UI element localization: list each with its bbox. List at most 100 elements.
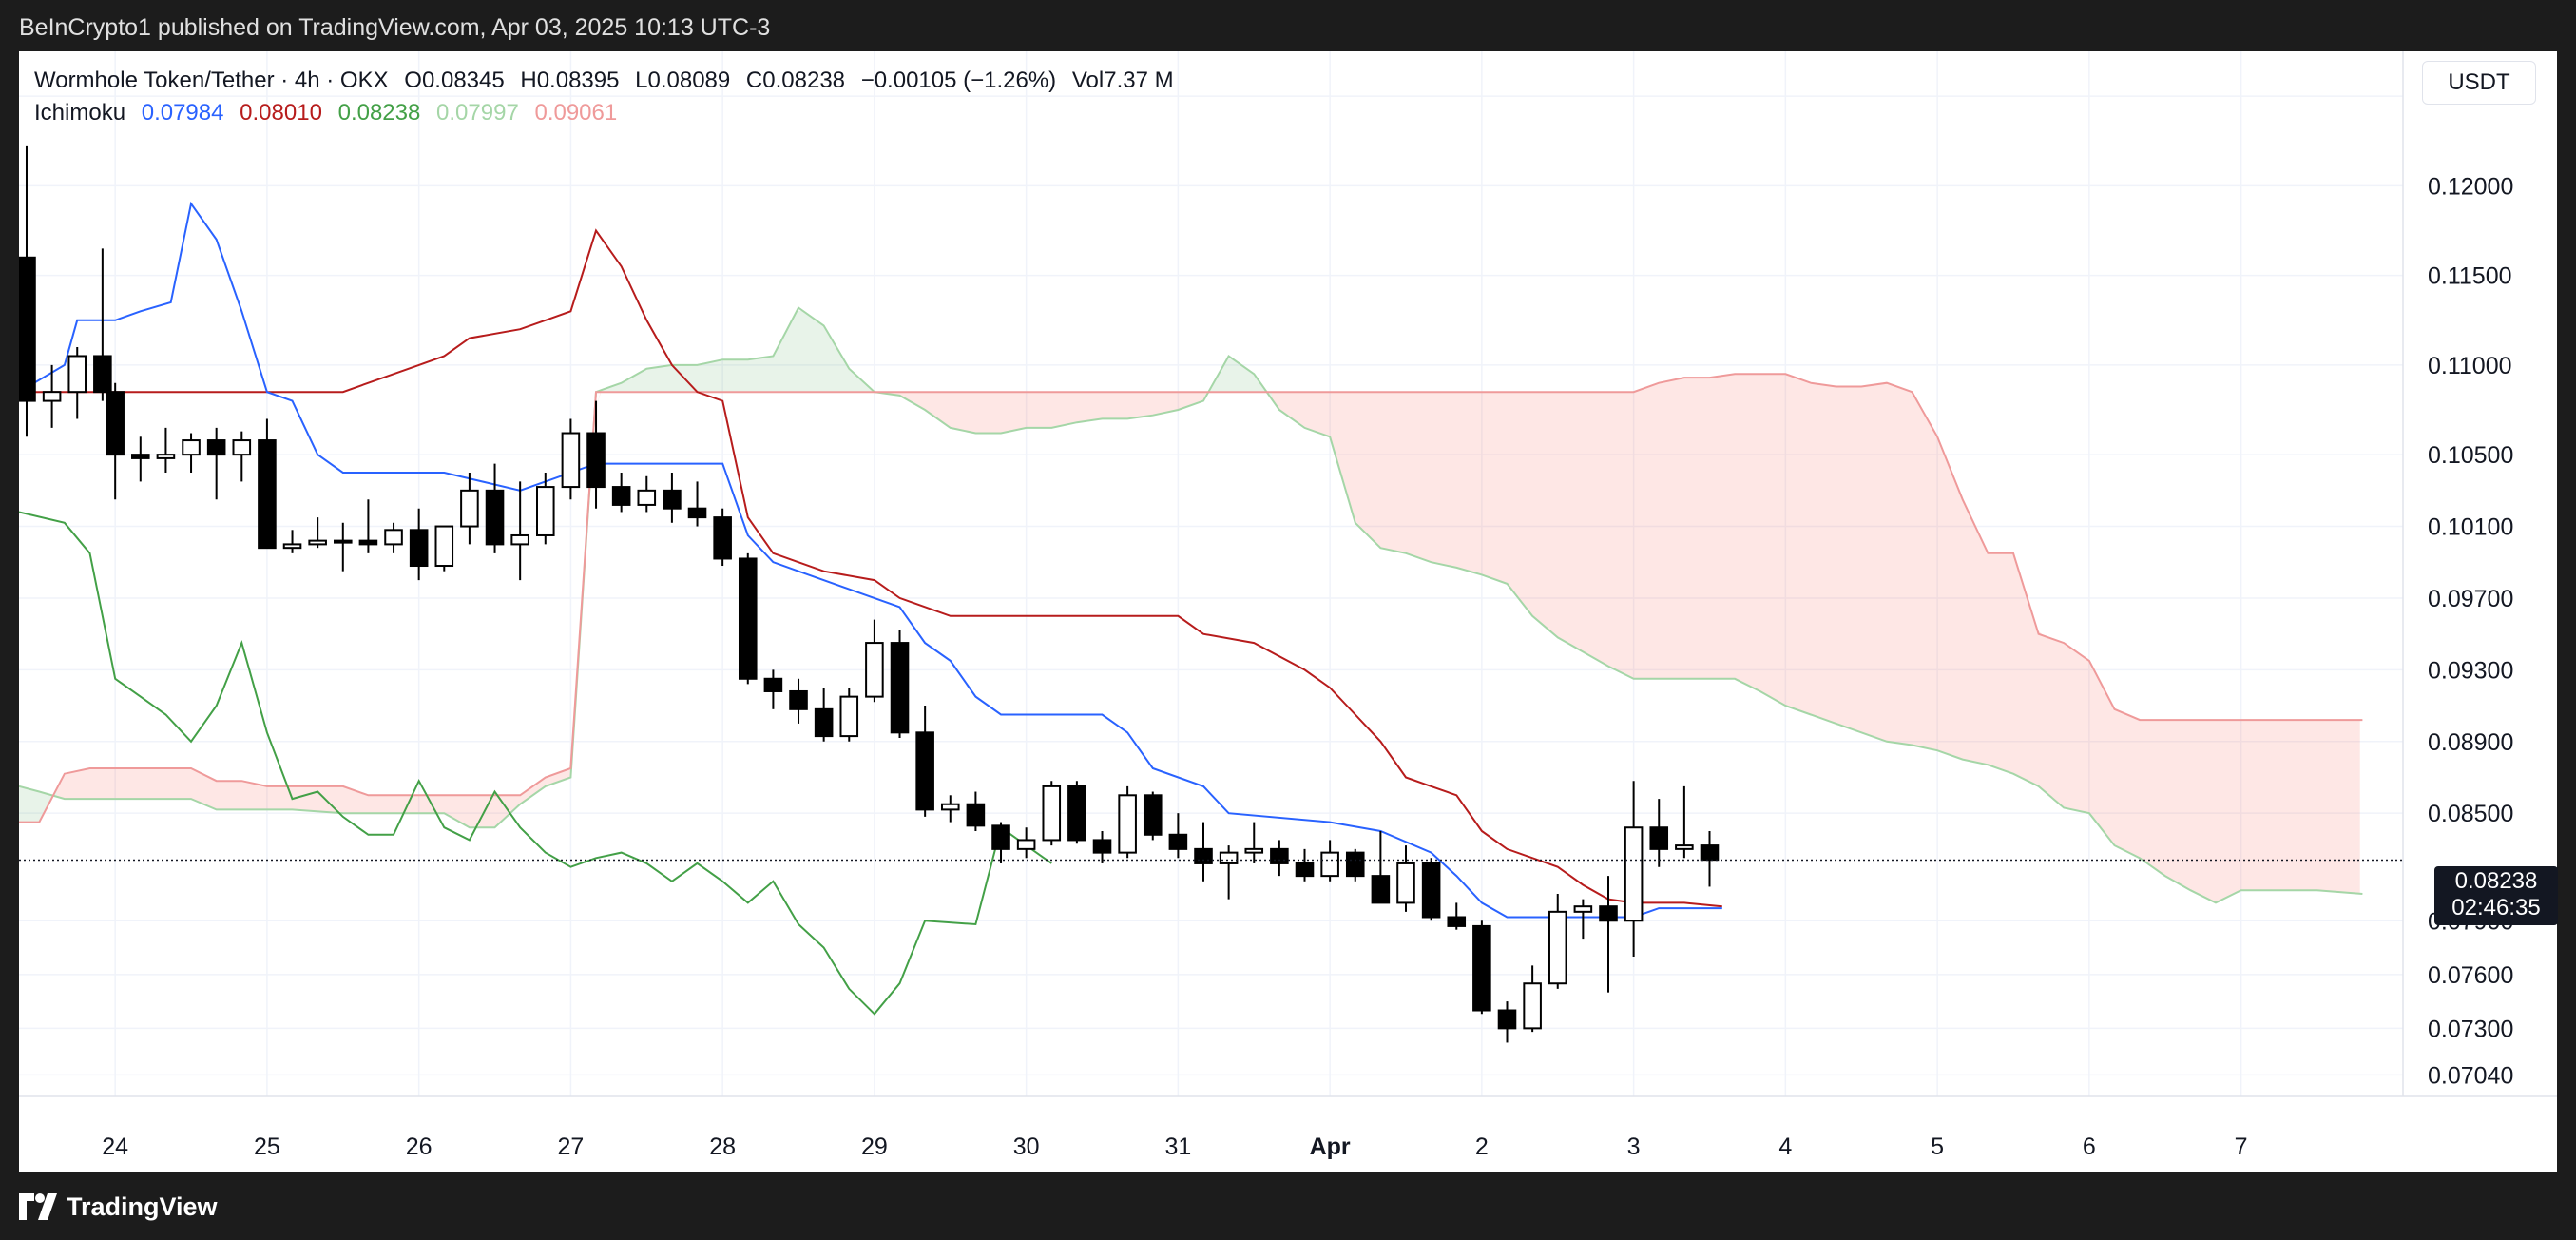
bullish-candle xyxy=(182,439,201,456)
indicator-lagging-value: 0.08238 xyxy=(337,100,421,126)
bullish-cloud-area xyxy=(601,310,880,393)
last-price-value: 0.08238 xyxy=(2454,868,2538,894)
low-value: L0.08089 xyxy=(635,68,731,93)
last-price-tag: 0.08238 02:46:35 xyxy=(2434,866,2558,925)
bearish-candle xyxy=(763,677,783,692)
ichimoku-lines xyxy=(19,201,2363,1016)
bullish-candle xyxy=(1219,851,1239,864)
indicator-base-value: 0.08010 xyxy=(240,100,322,126)
price-tick-label: 0.10500 xyxy=(2428,442,2513,469)
time-tick-label: 2 xyxy=(1475,1133,1489,1160)
bearish-candle xyxy=(409,529,429,568)
price-chart[interactable]: 0.125000.120000.115000.110000.105000.101… xyxy=(19,51,2557,1172)
conversion-line xyxy=(19,201,1722,919)
change-value: −0.00105 (−1.26%) xyxy=(860,68,1057,93)
indicator-name[interactable]: Ichimoku xyxy=(34,100,126,126)
bearish-candle xyxy=(713,516,732,560)
bullish-candle xyxy=(865,642,884,698)
time-tick-label: 25 xyxy=(254,1133,280,1160)
chart-legend: Wormhole Token/Tether · 4h · OKX O0.0834… xyxy=(34,65,1174,129)
bearish-candle xyxy=(1599,905,1618,922)
high-value: H0.08395 xyxy=(520,68,620,93)
price-tick-label: 0.10100 xyxy=(2428,514,2513,541)
bullish-candle xyxy=(282,543,302,550)
time-tick-label: 27 xyxy=(558,1133,585,1160)
bullish-candle xyxy=(156,454,176,459)
close-value: C0.08238 xyxy=(745,68,846,93)
bullish-candle xyxy=(1548,910,1567,985)
publish-info: BeInCrypto1 published on TradingView.com… xyxy=(19,14,771,41)
bearish-candle xyxy=(1447,916,1467,927)
bullish-candle xyxy=(1244,847,1264,854)
bearish-cloud-area xyxy=(56,390,602,828)
indicator-row: Ichimoku 0.07984 0.08010 0.08238 0.07997… xyxy=(34,97,1174,129)
tradingview-logo[interactable]: TradingView xyxy=(19,1192,218,1222)
price-axis: 0.125000.120000.115000.110000.105000.101… xyxy=(2402,51,2513,1096)
bearish-candle xyxy=(258,439,277,550)
bearish-candle xyxy=(890,642,910,734)
leading-span-a-line xyxy=(19,306,2363,904)
bearish-candle xyxy=(1194,847,1213,864)
lagging-span-line xyxy=(19,511,1052,1016)
bearish-candle xyxy=(19,256,36,402)
time-tick-label: 24 xyxy=(102,1133,128,1160)
indicator-conversion-value: 0.07984 xyxy=(141,100,224,126)
bearish-candle xyxy=(1295,862,1315,878)
bearish-candle xyxy=(1345,851,1365,878)
open-value: O0.08345 xyxy=(404,68,505,93)
bearish-candle xyxy=(687,507,707,519)
bullish-candle xyxy=(460,489,479,528)
indicator-span-b-value: 0.09061 xyxy=(534,100,618,126)
bullish-candle xyxy=(1016,839,1036,850)
time-tick-label: Apr xyxy=(1310,1133,1351,1160)
time-tick-label: 30 xyxy=(1013,1133,1040,1160)
bullish-candle xyxy=(1118,794,1137,854)
leading-span-b-line xyxy=(19,373,2363,823)
bullish-cloud-area xyxy=(19,785,57,823)
tradingview-brand: TradingView xyxy=(67,1192,218,1221)
bullish-candle xyxy=(535,486,555,536)
bearish-candle xyxy=(1649,826,1669,850)
bearish-candle xyxy=(106,391,125,456)
bullish-candle xyxy=(1320,851,1339,878)
bullish-candle xyxy=(67,355,87,394)
bearish-candle xyxy=(991,824,1010,850)
symbol-title[interactable]: Wormhole Token/Tether · 4h · OKX xyxy=(34,68,389,93)
indicator-span-a-value: 0.07997 xyxy=(436,100,519,126)
bearish-candle xyxy=(789,689,808,710)
bullish-candle xyxy=(1573,905,1593,913)
time-tick-label: 6 xyxy=(2083,1133,2096,1160)
price-tick-label: 0.09300 xyxy=(2428,657,2513,684)
bearish-candle xyxy=(1497,1009,1517,1030)
bearish-candle xyxy=(93,355,112,394)
price-tick-label: 0.07600 xyxy=(2428,962,2513,989)
bearish-candle xyxy=(1092,839,1112,854)
time-tick-label: 26 xyxy=(406,1133,433,1160)
bullish-candle xyxy=(561,432,581,489)
bearish-candle xyxy=(611,486,631,506)
bullish-candle xyxy=(334,539,353,544)
bullish-candle xyxy=(1624,826,1644,922)
bullish-candle xyxy=(1042,785,1062,842)
price-tick-label: 0.07300 xyxy=(2428,1016,2513,1042)
tradingview-logo-icon xyxy=(19,1193,57,1220)
bullish-candle xyxy=(42,391,62,402)
bearish-candle xyxy=(1067,785,1086,842)
bullish-candle xyxy=(1675,844,1694,850)
bearish-cloud-area xyxy=(1271,374,2360,902)
bearish-candle xyxy=(1143,794,1163,836)
price-tick-label: 0.08900 xyxy=(2428,729,2513,756)
bullish-candle xyxy=(637,489,657,506)
time-axis: 24 25 26 27 28 29 30 31 Apr 2 3 4 5 6 7 xyxy=(19,1095,2557,1160)
currency-selector[interactable]: USDT xyxy=(2422,61,2536,105)
bearish-candle xyxy=(966,803,986,827)
bullish-candle xyxy=(940,803,960,811)
volume-value: Vol7.37 M xyxy=(1071,68,1174,93)
bullish-candle xyxy=(434,525,454,568)
bullish-candle xyxy=(384,529,403,546)
base-line xyxy=(19,228,1722,908)
bearish-candle xyxy=(915,731,934,811)
bearish-candle xyxy=(1700,844,1720,862)
chart-pane[interactable]: 0.125000.120000.115000.110000.105000.101… xyxy=(19,51,2558,1172)
price-tick-label: 0.11000 xyxy=(2428,353,2512,379)
